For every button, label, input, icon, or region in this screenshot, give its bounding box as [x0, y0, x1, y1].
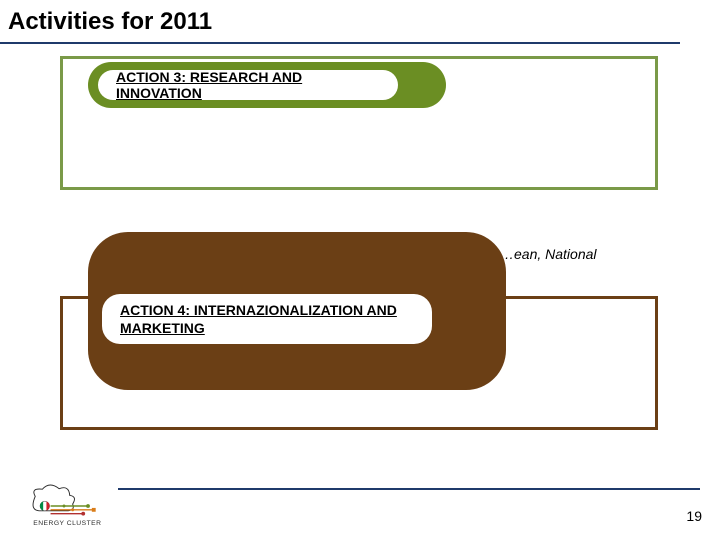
energy-cluster-logo: ENERGY CLUSTER — [16, 482, 112, 530]
action-4-pill: ACTION 4: INTERNAZIONALIZATION AND MARKE… — [88, 232, 506, 390]
footer-divider — [118, 488, 700, 490]
action-3-pill: ACTION 3: RESEARCH AND INNOVATION — [88, 62, 446, 108]
page-title: Activities for 2011 — [8, 8, 212, 36]
page-number: 19 — [686, 508, 702, 524]
title-underline — [0, 42, 680, 44]
slide: Activities for 2011 ACTION 3: RESEARCH A… — [0, 0, 720, 540]
action-3-label: ACTION 3: RESEARCH AND INNOVATION — [116, 69, 380, 101]
action-4-label-box: ACTION 4: INTERNAZIONALIZATION AND MARKE… — [102, 294, 432, 344]
action-3-label-box: ACTION 3: RESEARCH AND INNOVATION — [98, 70, 398, 100]
behind-text-national: …ean, National — [500, 246, 597, 262]
action-4-label: ACTION 4: INTERNAZIONALIZATION AND MARKE… — [120, 301, 414, 337]
svg-text:ENERGY CLUSTER: ENERGY CLUSTER — [33, 520, 101, 527]
